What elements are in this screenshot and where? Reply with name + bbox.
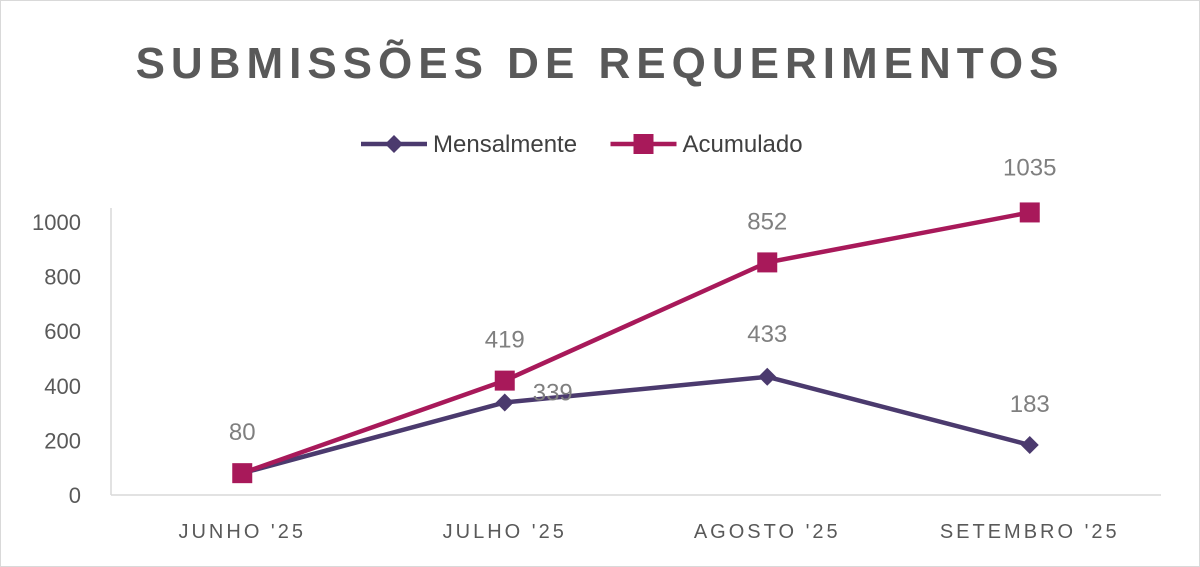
y-tick-label: 800: [44, 265, 81, 290]
data-label: 852: [747, 208, 787, 235]
series-acumulado: 80 419 852 1035: [229, 154, 1056, 484]
legend-item-acumulado: Acumulado: [610, 131, 803, 158]
data-point-acumulado: [232, 463, 253, 484]
data-label: 339: [533, 379, 573, 406]
y-axis: 0 200 400 600 800 1000: [32, 208, 112, 508]
x-tick-label: AGOSTO '25: [694, 521, 841, 543]
data-point-mensalmente: [495, 393, 514, 412]
data-label: 419: [485, 327, 525, 354]
series-line-mensalmente: [241, 374, 1031, 476]
y-tick-label: 1000: [32, 210, 81, 235]
legend-marker: [385, 135, 403, 153]
series-line-acumulado: [241, 210, 1031, 476]
x-axis: JUNHO '25 JULHO '25 AGOSTO '25 SETEMBRO '25: [111, 494, 1161, 543]
data-point-acumulado: [757, 252, 778, 273]
legend-label: Acumulado: [683, 131, 803, 158]
data-point-mensalmente: [758, 367, 777, 386]
plot-area: 339 433 183 80 419 852 1035: [229, 154, 1056, 484]
data-label: 80: [229, 419, 256, 446]
data-point-acumulado: [494, 370, 515, 391]
data-point-mensalmente: [1020, 436, 1039, 455]
y-tick-label: 600: [44, 319, 81, 344]
series-mensalmente: 339 433 183: [233, 321, 1050, 483]
data-label: 433: [747, 321, 787, 348]
x-tick-label: JULHO '25: [443, 521, 567, 543]
legend-item-mensalmente: Mensalmente: [361, 131, 577, 158]
data-label: 183: [1010, 391, 1050, 418]
y-tick-label: 200: [44, 428, 81, 453]
legend-marker: [633, 134, 654, 154]
legend-label: Mensalmente: [433, 131, 577, 158]
x-tick-label: JUNHO '25: [178, 521, 306, 543]
data-point-acumulado: [1019, 202, 1040, 223]
y-tick-label: 0: [69, 483, 81, 508]
y-tick-label: 400: [44, 374, 81, 399]
legend: Mensalmente Acumulado: [361, 131, 803, 158]
x-tick-label: SETEMBRO '25: [940, 521, 1120, 543]
data-label: 1035: [1003, 154, 1056, 181]
chart-title: SUBMISSÕES DE REQUERIMENTOS: [136, 38, 1065, 88]
